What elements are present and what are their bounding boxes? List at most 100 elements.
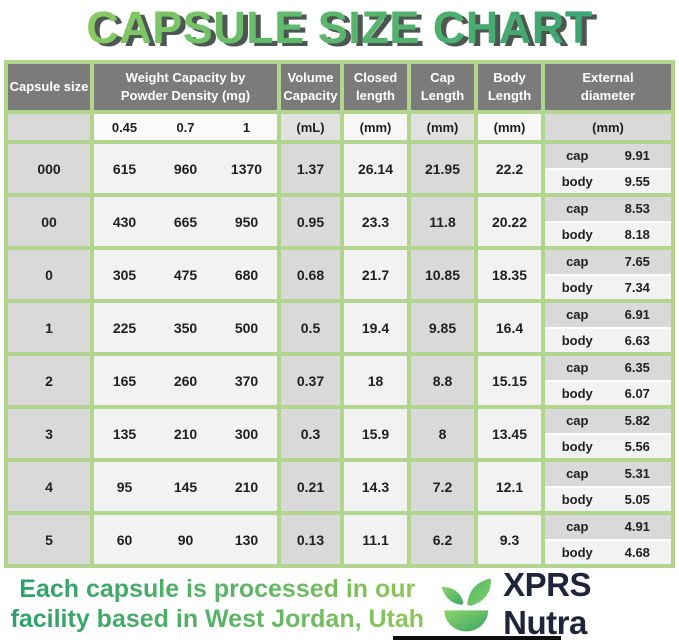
cap-length-value: 8	[411, 409, 474, 458]
capsule-size-value: 0	[8, 250, 90, 299]
external-cap-row: cap 6.91	[545, 303, 671, 327]
external-diameter-cell: cap 9.91 body 9.55	[545, 144, 671, 193]
volume-value: 0.68	[281, 250, 340, 299]
external-diameter-cell: cap 4.91 body 4.68	[545, 515, 671, 564]
external-diameter-cell: cap 7.65 body 7.34	[545, 250, 671, 299]
capsule-size-value: 2	[8, 356, 90, 405]
ext-cap-value: 7.65	[624, 254, 650, 270]
subheader-density-1: 1	[242, 119, 251, 135]
weight-capacity-cell: 615 960 1370	[94, 144, 277, 193]
weight-1-value: 500	[234, 319, 259, 336]
ext-cap-label: cap	[566, 307, 589, 323]
brand-name: XPRS Nutra	[503, 566, 592, 641]
header-capsule-size-label: Capsule size	[9, 79, 89, 95]
closed-length-value: 14.3	[344, 462, 407, 511]
page-title-text: CAPSULE SIZE CHART	[0, 0, 679, 56]
weight-1-value: 950	[234, 213, 259, 230]
ext-cap-value: 9.91	[624, 148, 650, 164]
header-body-length: Body Length	[478, 64, 541, 110]
facility-note: Each capsule is processed in our facilit…	[0, 574, 435, 634]
capsule-size-value: 1	[8, 303, 90, 352]
external-cap-row: cap 9.91	[545, 144, 671, 168]
external-body-row: body 5.56	[545, 434, 671, 458]
header-closed-line1: Closed	[353, 70, 398, 86]
subheader-densities: 0.45 0.7 1	[94, 114, 277, 140]
capsule-size-value: 00	[8, 197, 90, 246]
cap-length-value: 10.85	[411, 250, 474, 299]
header-volume-line1: Volume	[287, 70, 334, 86]
weight-045-value: 135	[112, 425, 137, 442]
subheader-density-045: 0.45	[111, 119, 138, 135]
header-weight-capacity: Weight Capacity by Powder Density (mg)	[94, 64, 277, 110]
external-cap-row: cap 6.35	[545, 356, 671, 380]
weight-capacity-cell: 225 350 500	[94, 303, 277, 352]
plant-bowl-logo-icon	[441, 578, 491, 632]
closed-length-value: 18	[344, 356, 407, 405]
cap-length-value: 6.2	[411, 515, 474, 564]
ext-cap-value: 8.53	[624, 201, 650, 217]
weight-045-value: 165	[112, 372, 137, 389]
body-length-value: 16.4	[478, 303, 541, 352]
weight-07-value: 665	[173, 213, 198, 230]
header-volume-line2: Capacity	[283, 88, 338, 103]
volume-value: 0.21	[281, 462, 340, 511]
subheader-closed-unit: (mm)	[344, 114, 407, 140]
header-external-line1: External	[582, 70, 634, 86]
ext-cap-label: cap	[566, 254, 589, 270]
cap-length-value: 7.2	[411, 462, 474, 511]
cap-length-value: 11.8	[411, 197, 474, 246]
weight-07-value: 350	[173, 319, 198, 336]
weight-07-value: 145	[173, 478, 198, 495]
closed-length-value: 11.1	[344, 515, 407, 564]
weight-045-value: 615	[112, 160, 137, 177]
weight-capacity-cell: 60 90 130	[94, 515, 277, 564]
weight-capacity-cell: 305 475 680	[94, 250, 277, 299]
body-length-value: 18.35	[478, 250, 541, 299]
ext-cap-value: 6.91	[624, 307, 650, 323]
weight-07-value: 960	[173, 160, 198, 177]
external-diameter-cell: cap 8.53 body 8.18	[545, 197, 671, 246]
ext-body-value: 7.34	[624, 279, 650, 295]
ext-body-value: 8.18	[624, 226, 650, 242]
weight-07-value: 260	[173, 372, 198, 389]
volume-value: 0.95	[281, 197, 340, 246]
ext-body-value: 5.05	[624, 491, 650, 507]
subheader-density-07: 0.7	[176, 119, 195, 135]
external-diameter-cell: cap 5.31 body 5.05	[545, 462, 671, 511]
header-weight-line1: Weight Capacity by	[125, 70, 246, 86]
subheader-external-unit: (mm)	[545, 114, 671, 140]
subheader-volume-unit: (mL)	[281, 114, 340, 140]
ext-cap-value: 5.31	[624, 466, 650, 482]
external-cap-row: cap 5.31	[545, 462, 671, 486]
weight-1-value: 300	[234, 425, 259, 442]
volume-value: 0.3	[281, 409, 340, 458]
ext-cap-value: 5.82	[624, 413, 650, 429]
ext-body-label: body	[561, 279, 593, 295]
weight-capacity-cell: 430 665 950	[94, 197, 277, 246]
body-length-value: 13.45	[478, 409, 541, 458]
ext-body-value: 9.55	[624, 173, 650, 189]
bottom-edge-bar	[393, 636, 561, 640]
weight-045-value: 225	[112, 319, 137, 336]
ext-body-label: body	[561, 438, 593, 454]
external-body-row: body 6.63	[545, 328, 671, 352]
weight-045-value: 305	[112, 266, 137, 283]
weight-07-value: 475	[173, 266, 198, 283]
ext-cap-label: cap	[566, 201, 589, 217]
facility-note-line1: Each capsule is processed in our	[19, 575, 416, 603]
cap-length-value: 21.95	[411, 144, 474, 193]
ext-body-label: body	[561, 226, 593, 242]
external-diameter-cell: cap 5.82 body 5.56	[545, 409, 671, 458]
weight-capacity-cell: 135 210 300	[94, 409, 277, 458]
closed-length-value: 21.7	[344, 250, 407, 299]
external-diameter-cell: cap 6.35 body 6.07	[545, 356, 671, 405]
closed-length-value: 23.3	[344, 197, 407, 246]
weight-capacity-cell: 95 145 210	[94, 462, 277, 511]
ext-cap-label: cap	[566, 413, 589, 429]
ext-body-label: body	[561, 332, 593, 348]
ext-body-label: body	[561, 544, 593, 560]
page-title-shadow: CAPSULE SIZE CHART	[5, 3, 679, 59]
ext-body-value: 5.56	[624, 438, 650, 454]
footer: Each capsule is processed in our facilit…	[0, 566, 679, 641]
ext-cap-label: cap	[566, 360, 589, 376]
